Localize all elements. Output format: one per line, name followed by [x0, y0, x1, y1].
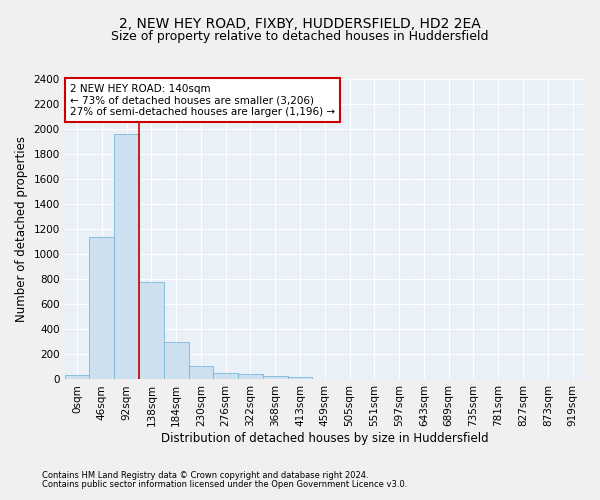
Bar: [263, 376, 287, 380]
Bar: [139, 282, 164, 380]
Text: Contains HM Land Registry data © Crown copyright and database right 2024.: Contains HM Land Registry data © Crown c…: [42, 471, 368, 480]
Bar: [164, 342, 188, 380]
Text: Contains public sector information licensed under the Open Government Licence v3: Contains public sector information licen…: [42, 480, 407, 489]
Text: 2 NEW HEY ROAD: 140sqm
← 73% of detached houses are smaller (3,206)
27% of semi-: 2 NEW HEY ROAD: 140sqm ← 73% of detached…: [70, 84, 335, 116]
Bar: [287, 377, 313, 380]
Bar: [238, 374, 263, 380]
Bar: [188, 366, 214, 380]
Bar: [114, 134, 139, 380]
Text: Size of property relative to detached houses in Huddersfield: Size of property relative to detached ho…: [111, 30, 489, 43]
Bar: [214, 373, 238, 380]
Bar: [89, 238, 114, 380]
Bar: [65, 375, 89, 380]
Y-axis label: Number of detached properties: Number of detached properties: [15, 136, 28, 322]
Text: 2, NEW HEY ROAD, FIXBY, HUDDERSFIELD, HD2 2EA: 2, NEW HEY ROAD, FIXBY, HUDDERSFIELD, HD…: [119, 18, 481, 32]
X-axis label: Distribution of detached houses by size in Huddersfield: Distribution of detached houses by size …: [161, 432, 488, 445]
